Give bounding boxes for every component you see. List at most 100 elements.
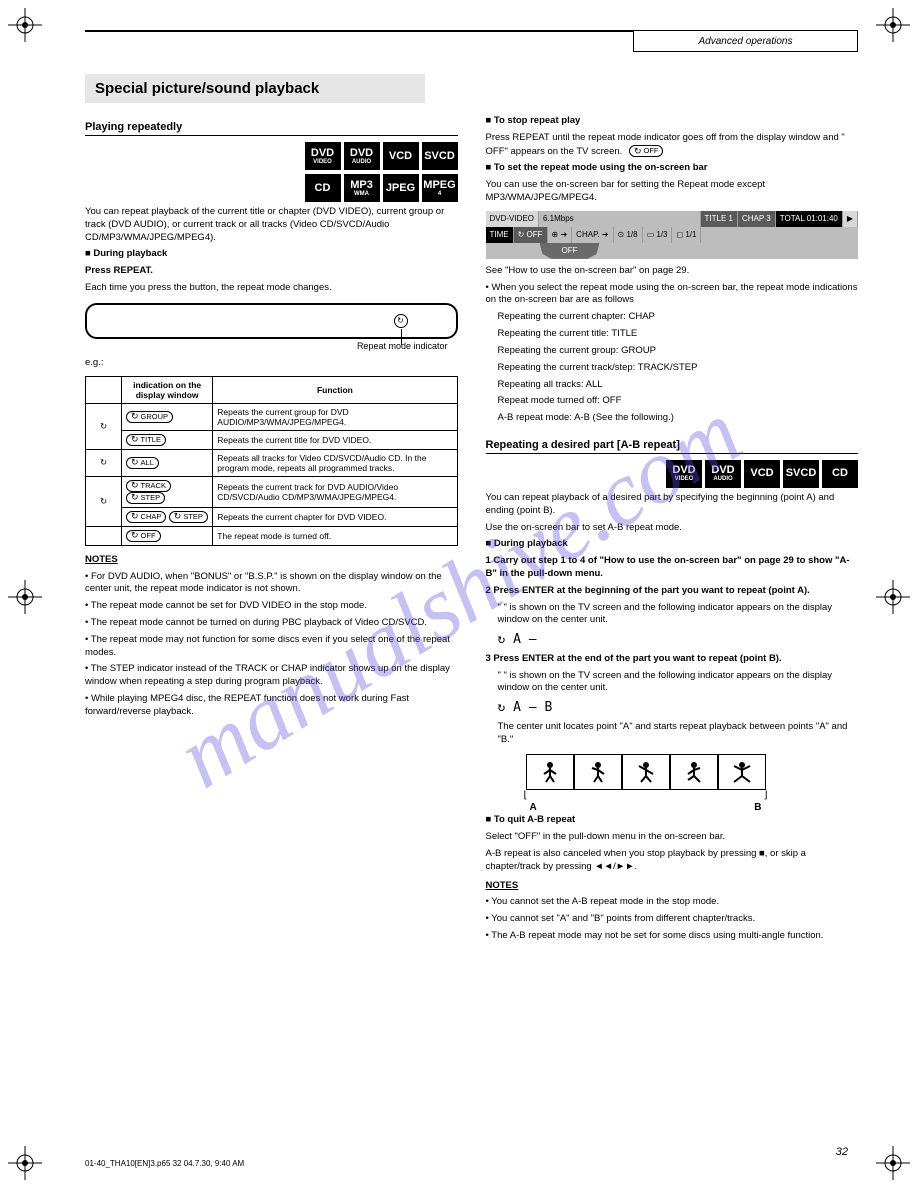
function-cell: Repeats the current chapter for DVD VIDE… — [213, 507, 457, 526]
ab-quit-para2: A-B repeat is also canceled when you sto… — [486, 848, 859, 874]
display-window-illustration: ↻ — [85, 303, 458, 339]
badge-dvd-video: DVDVIDEO — [305, 142, 341, 170]
filmstrip-illustration: ⌊ ⌋ A B — [526, 754, 766, 790]
badge-mpeg4: MPEG4 — [422, 174, 458, 202]
rc-caption: Repeat mode indicator — [85, 341, 458, 351]
intro-para: You can repeat playback of the current t… — [85, 206, 458, 244]
ab-step3: 3 Press ENTER at the end of the part you… — [486, 653, 859, 666]
indicator-cell: ALL — [122, 449, 213, 476]
osd-chap-arrow: CHAP. ➔ — [572, 227, 613, 243]
stop-repeat-para: Press REPEAT until the repeat mode indic… — [486, 132, 859, 159]
osd-pulldown-off: OFF — [540, 243, 600, 259]
ab-display-a: ↻ A – — [498, 631, 859, 649]
repeat-icon-cell: ↻ — [86, 403, 122, 449]
osd-play-icon: ▶ — [843, 211, 858, 227]
osd-disc-type: DVD-VIDEO — [486, 211, 539, 227]
osd-bitrate: 6.1Mbps — [539, 211, 701, 227]
note-item: • The repeat mode may not function for s… — [85, 634, 458, 660]
stop-repeat-heading: ■ To stop repeat play — [486, 115, 859, 128]
ab-note-item: • The A-B repeat mode may not be set for… — [486, 930, 859, 943]
osd-bullet: Repeating all tracks: ALL — [498, 379, 859, 392]
osd-heading: ■ To set the repeat mode using the on-sc… — [486, 162, 859, 175]
function-cell: The repeat mode is turned off. — [213, 526, 457, 545]
function-cell: Repeats the current group for DVD AUDIO/… — [213, 403, 457, 430]
film-frame — [526, 754, 574, 790]
table-row: TITLE Repeats the current title for DVD … — [86, 430, 458, 449]
indicator-cell: GROUP — [122, 403, 213, 430]
film-frame — [670, 754, 718, 790]
note-item: • While playing MPEG4 disc, the REPEAT f… — [85, 693, 458, 719]
note-each: Each time you press the button, the repe… — [85, 282, 458, 295]
bracket-left-icon: ⌊ — [524, 790, 528, 801]
top-category-box: Advanced operations — [633, 30, 858, 52]
ab-step2-sub: " " is shown on the TV screen and the fo… — [498, 602, 859, 628]
ab-quit-para: Select "OFF" in the pull-down menu in th… — [486, 831, 859, 844]
note-item: • For DVD AUDIO, when "BONUS" or "B.S.P.… — [85, 571, 458, 597]
step-label: ■ During playback — [85, 248, 458, 261]
repeat-mode-table: indication on the display window Functio… — [85, 376, 458, 546]
osd-bullet: Repeating the current chapter: CHAP — [498, 311, 859, 324]
film-frame — [718, 754, 766, 790]
left-column: Playing repeatedly DVDVIDEO DVDAUDIO VCD… — [85, 111, 458, 947]
ab-step1-heading: ■ During playback — [486, 538, 859, 551]
ab-step3-sub2: The center unit locates point "A" and st… — [498, 721, 859, 747]
table-row: OFF The repeat mode is turned off. — [86, 526, 458, 545]
right-column: ■ To stop repeat play Press REPEAT until… — [486, 111, 859, 947]
ab-note-item: • You cannot set "A" and "B" points from… — [486, 913, 859, 926]
format-badges-row1: DVDVIDEO DVDAUDIO VCD SVCD — [85, 142, 458, 170]
onscreen-bar: DVD-VIDEO 6.1Mbps TITLE 1 CHAP 3 TOTAL 0… — [486, 211, 859, 259]
badge-jpeg: JPEG — [383, 174, 419, 202]
badge-dvd-video: DVDVIDEO — [666, 460, 702, 488]
pointer-line — [401, 329, 402, 345]
ab-step2: 2 Press ENTER at the beginning of the pa… — [486, 585, 859, 598]
osd-bullet: A-B repeat mode: A-B (See the following.… — [498, 412, 859, 425]
table-row: ↻ GROUP Repeats the current group for DV… — [86, 403, 458, 430]
film-frame — [574, 754, 622, 790]
ab-display-ab: ↻ A – B — [498, 699, 859, 717]
heading-repeat: Playing repeatedly — [85, 121, 458, 136]
label-b: B — [754, 802, 761, 813]
example-label: e.g.: — [85, 357, 458, 370]
osd-bullet: Repeat mode turned off: OFF — [498, 395, 859, 408]
osd-chap: CHAP 3 — [738, 211, 776, 227]
function-cell: Repeats the current track for DVD AUDIO/… — [213, 476, 457, 507]
function-cell: Repeats all tracks for Video CD/SVCD/Aud… — [213, 449, 457, 476]
badge-cd: CD — [822, 460, 858, 488]
repeat-icon-cell: ↻ — [86, 449, 122, 476]
osd-subtitle: ▭ 1/3 — [643, 227, 673, 243]
crop-mark-icon — [876, 580, 910, 614]
repeat-icon-cell: ↻ — [86, 476, 122, 526]
step-text: Press REPEAT. — [85, 265, 458, 278]
osd-audio: ⊙ 1/8 — [614, 227, 643, 243]
osd-bullet: Repeating the current title: TITLE — [498, 328, 859, 341]
table-row: ↻ TRACK STEP Repeats the current track f… — [86, 476, 458, 507]
section-title: Special picture/sound playback — [85, 74, 425, 103]
badge-dvd-audio: DVDAUDIO — [705, 460, 741, 488]
ab-repeat-heading: Repeating a desired part [A-B repeat] — [486, 439, 859, 454]
osd-time: TIME — [486, 227, 514, 243]
ab-format-badges: DVDVIDEO DVDAUDIO VCD SVCD CD — [486, 460, 859, 488]
badge-mp3-wma: MP3WMA — [344, 174, 380, 202]
ab-quit-heading: ■ To quit A-B repeat — [486, 814, 859, 827]
bracket-right-icon: ⌋ — [764, 790, 768, 801]
repeat-icon-cell — [86, 526, 122, 545]
note-item: • The STEP indicator instead of the TRAC… — [85, 663, 458, 689]
indicator-cell: TITLE — [122, 430, 213, 449]
repeat-indicator-icon: ↻ — [394, 314, 408, 328]
indicator-cell: CHAP STEP — [122, 507, 213, 526]
ab-notes-heading: NOTES — [486, 880, 859, 893]
ab-note-item: • You cannot set the A-B repeat mode in … — [486, 896, 859, 909]
crop-mark-icon — [8, 580, 42, 614]
osd-title: TITLE 1 — [701, 211, 738, 227]
page-number: 32 — [836, 1146, 848, 1158]
osd-repeat-off: ↻ OFF — [514, 227, 548, 243]
ab-intro: You can repeat playback of a desired par… — [486, 492, 859, 518]
badge-svcd: SVCD — [422, 142, 458, 170]
table-header-function: Function — [213, 376, 457, 403]
footer-meta: 01-40_THA10[EN]3.p65 32 04.7.30, 9:40 AM — [85, 1159, 858, 1168]
ab-step1: 1 Carry out step 1 to 4 of "How to use t… — [486, 555, 859, 581]
crop-mark-icon — [876, 8, 910, 42]
osd-para: You can use the on-screen bar for settin… — [486, 179, 859, 205]
notes-heading: NOTES — [85, 554, 458, 567]
badge-svcd: SVCD — [783, 460, 819, 488]
